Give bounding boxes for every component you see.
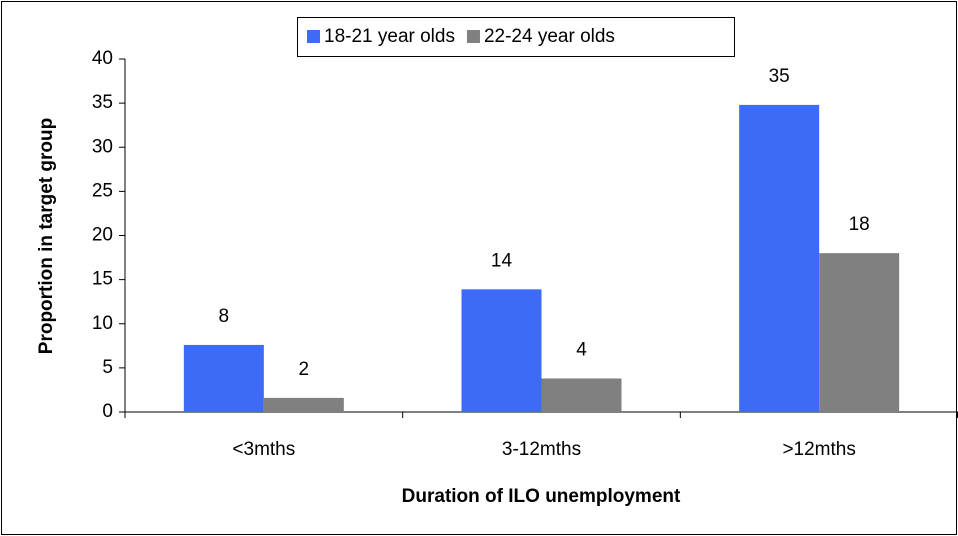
x-axis-title: Duration of ILO unemployment: [402, 486, 681, 507]
y-tick-label: 5: [102, 357, 113, 378]
y-tick-label: 20: [92, 225, 113, 246]
y-tick-label: 30: [92, 136, 113, 157]
legend-label: 18-21 year olds: [324, 26, 455, 47]
bar: [819, 253, 900, 412]
bar: [541, 378, 622, 412]
bar: [263, 397, 344, 412]
data-label: 4: [576, 339, 587, 360]
legend-swatch: [307, 30, 320, 43]
y-axis-title: Proportion in target group: [36, 118, 57, 354]
bar: [739, 104, 820, 412]
y-tick-label: 10: [92, 313, 113, 334]
data-label: 8: [219, 306, 230, 327]
legend-box: [297, 17, 735, 57]
bar: [183, 344, 264, 412]
data-label: 14: [491, 250, 513, 271]
y-tick-label: 15: [92, 269, 113, 290]
y-tick-label: 35: [92, 92, 113, 113]
y-tick-label: 25: [92, 180, 113, 201]
legend-label: 22-24 year olds: [484, 26, 615, 47]
x-tick-label: 3-12mths: [502, 439, 581, 460]
y-tick-label: 0: [102, 401, 113, 422]
bar: [461, 289, 542, 412]
legend-swatch: [466, 30, 480, 43]
data-label: 2: [299, 359, 310, 380]
x-tick-label: >12mths: [782, 439, 855, 460]
data-label: 35: [769, 66, 790, 87]
data-label: 18: [849, 214, 870, 235]
x-tick-label: <3mths: [232, 439, 295, 460]
y-tick-label: 40: [92, 48, 113, 69]
